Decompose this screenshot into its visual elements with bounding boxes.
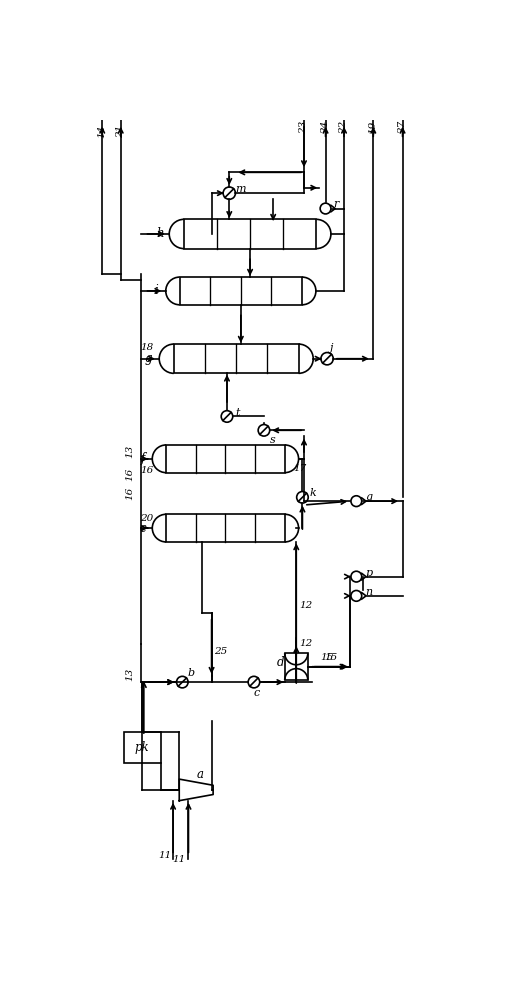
- Text: 21: 21: [116, 125, 125, 138]
- Text: 12: 12: [299, 601, 312, 610]
- Text: 17: 17: [293, 464, 307, 473]
- Text: f: f: [141, 452, 145, 465]
- Text: 23: 23: [300, 121, 308, 134]
- Text: s: s: [270, 435, 276, 445]
- Bar: [285, 653, 308, 680]
- Text: 13: 13: [125, 668, 135, 681]
- Bar: [124, 732, 161, 763]
- Text: d: d: [277, 656, 285, 669]
- Bar: [184, 219, 316, 249]
- Text: 22: 22: [339, 121, 349, 134]
- Bar: [180, 277, 302, 305]
- Text: q: q: [365, 492, 372, 502]
- Text: e: e: [140, 522, 146, 535]
- Text: 16: 16: [125, 468, 135, 481]
- Bar: [166, 514, 285, 542]
- Text: 16: 16: [140, 466, 154, 475]
- Text: 25: 25: [214, 647, 227, 656]
- Text: n: n: [365, 587, 372, 597]
- Text: 20: 20: [140, 514, 154, 523]
- Text: g: g: [145, 352, 152, 365]
- Text: 11: 11: [173, 855, 186, 864]
- Bar: [166, 445, 285, 473]
- Text: h: h: [156, 227, 164, 240]
- Text: c: c: [254, 688, 260, 698]
- Text: t: t: [236, 408, 240, 418]
- Text: p: p: [365, 568, 372, 578]
- Text: 27: 27: [398, 121, 407, 134]
- Text: r: r: [334, 199, 339, 209]
- Text: 24: 24: [321, 121, 330, 134]
- Text: 19: 19: [369, 121, 378, 134]
- Bar: [174, 344, 298, 373]
- Text: m: m: [235, 184, 245, 194]
- Text: i: i: [155, 284, 158, 297]
- Text: 12: 12: [299, 639, 312, 648]
- Text: 13: 13: [125, 444, 135, 458]
- Text: 15: 15: [324, 653, 337, 662]
- Text: 15: 15: [321, 653, 334, 662]
- Text: 18: 18: [140, 343, 154, 352]
- Text: j: j: [329, 343, 333, 353]
- Text: a: a: [197, 768, 204, 781]
- Text: b: b: [188, 668, 195, 678]
- Text: 16: 16: [125, 487, 135, 500]
- Text: 11: 11: [159, 851, 172, 860]
- Text: pk: pk: [135, 741, 150, 754]
- Text: 14: 14: [98, 125, 106, 138]
- Text: k: k: [310, 488, 316, 498]
